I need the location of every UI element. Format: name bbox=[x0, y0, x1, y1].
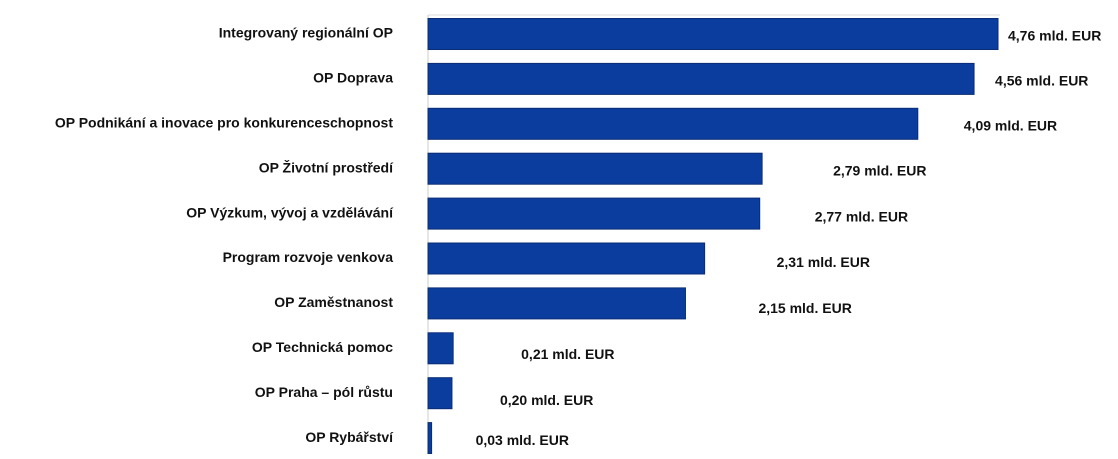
value-label: 2,77 mld. EUR bbox=[815, 208, 908, 224]
bar bbox=[427, 377, 453, 410]
value-label: 0,20 mld. EUR bbox=[500, 392, 593, 408]
category-label: OP Podnikání a inovace pro konkurencesch… bbox=[55, 115, 393, 131]
category-label: OP Zaměstnanost bbox=[274, 294, 393, 310]
value-label: 2,15 mld. EUR bbox=[758, 300, 851, 316]
bar bbox=[427, 332, 454, 365]
category-label: Program rozvoje venkova bbox=[223, 249, 394, 265]
bar bbox=[427, 107, 919, 140]
bar bbox=[427, 152, 763, 185]
category-label: OP Doprava bbox=[313, 70, 393, 86]
category-label: OP Rybářství bbox=[305, 429, 394, 445]
category-label: OP Praha – pól růstu bbox=[255, 384, 393, 400]
category-label: Integrovaný regionální OP bbox=[219, 25, 393, 41]
value-label: 2,79 mld. EUR bbox=[833, 162, 926, 178]
value-label: 0,03 mld. EUR bbox=[476, 432, 569, 448]
value-label: 4,56 mld. EUR bbox=[995, 73, 1088, 89]
bar bbox=[427, 242, 706, 275]
value-label: 0,21 mld. EUR bbox=[521, 346, 614, 362]
value-label: 2,31 mld. EUR bbox=[777, 254, 870, 270]
value-label: 4,09 mld. EUR bbox=[964, 118, 1057, 134]
bar bbox=[427, 18, 999, 50]
category-label: OP Výzkum, vývoj a vzdělávání bbox=[186, 204, 394, 220]
category-label: OP Životní prostředí bbox=[259, 158, 394, 175]
bar bbox=[427, 197, 761, 230]
value-label: 4,76 mld. EUR bbox=[1008, 28, 1101, 44]
bar bbox=[427, 62, 975, 95]
bar bbox=[427, 422, 433, 455]
category-label: OP Technická pomoc bbox=[252, 339, 393, 355]
bar bbox=[427, 287, 686, 320]
